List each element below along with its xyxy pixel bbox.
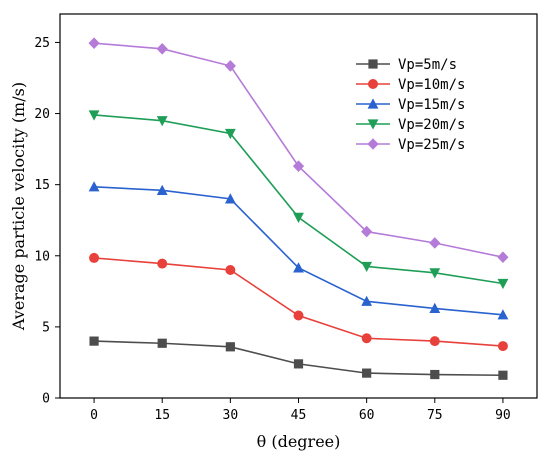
data-point — [293, 359, 304, 369]
legend-entry: Vp=25m/s — [356, 137, 465, 153]
legend-marker — [368, 79, 378, 89]
data-point — [157, 258, 168, 269]
legend-marker — [367, 98, 379, 109]
data-point — [293, 310, 304, 321]
data-point — [88, 37, 100, 49]
series-line — [94, 340, 503, 377]
data-point — [362, 368, 372, 378]
series-1 — [89, 336, 508, 380]
y-tick-label: 5 — [42, 320, 50, 335]
plot-frame — [59, 13, 538, 399]
data-point — [361, 295, 373, 306]
x-tick-label: 30 — [223, 408, 239, 423]
x-tick-label: 75 — [427, 408, 443, 423]
x-axis-title: θ (degree) — [257, 432, 341, 451]
legend-label: Vp=5m/s — [398, 57, 457, 73]
y-tick-label: 0 — [42, 392, 50, 407]
data-point — [225, 265, 236, 275]
legend-entry: Vp=5m/s — [356, 57, 457, 73]
data-point — [361, 333, 372, 344]
data-point — [88, 110, 100, 121]
x-tick-label: 0 — [90, 408, 98, 423]
data-point — [156, 116, 168, 127]
data-point — [429, 268, 441, 279]
x-tick-label: 45 — [291, 408, 307, 423]
data-point — [293, 212, 304, 223]
x-tick-label: 90 — [495, 408, 511, 423]
data-point — [224, 128, 236, 140]
data-point — [497, 278, 509, 290]
series-line — [94, 186, 504, 316]
legend-label: Vp=20m/s — [398, 117, 465, 133]
data-point — [89, 252, 100, 263]
legend-entry: Vp=15m/s — [356, 97, 465, 113]
legend-label: Vp=10m/s — [398, 77, 465, 93]
legend: Vp=5m/s Vp=10m/s Vp=15m/s Vp=20m/s Vp=25m/s — [356, 57, 465, 153]
x-tick-label: 15 — [154, 408, 170, 423]
y-tick-label: 15 — [34, 178, 50, 193]
y-tick-label: 10 — [34, 249, 50, 264]
data-point — [430, 369, 440, 380]
data-point — [429, 302, 441, 313]
x-tick-label: 60 — [359, 408, 375, 423]
legend-entry: Vp=20m/s — [356, 117, 465, 133]
legend-label: Vp=25m/s — [398, 137, 465, 153]
series-5 — [88, 37, 509, 263]
data-point — [497, 341, 508, 352]
y-tick-label: 20 — [34, 107, 50, 122]
data-point — [224, 193, 236, 204]
data-point — [497, 251, 509, 263]
legend-marker — [367, 119, 379, 130]
data-point — [88, 181, 100, 192]
data-point — [156, 184, 168, 195]
data-point — [225, 342, 235, 352]
data-point — [361, 261, 373, 273]
y-axis-title: Average particle velocity (m/s) — [9, 82, 28, 331]
legend-entry: Vp=10m/s — [356, 77, 465, 93]
series-4 — [88, 110, 509, 290]
data-point — [89, 336, 99, 346]
data-point — [429, 336, 440, 347]
data-point — [157, 338, 167, 348]
data-point — [498, 370, 508, 380]
data-point — [497, 309, 509, 320]
data-point — [293, 262, 304, 273]
series-3 — [88, 181, 509, 320]
x-axis: 0 15 30 45 60 75 90 — [90, 398, 511, 423]
data-point — [224, 60, 236, 72]
y-tick-label: 25 — [34, 36, 50, 51]
data-point — [361, 225, 373, 238]
series-layer — [88, 37, 509, 380]
series-2 — [89, 252, 508, 352]
legend-marker — [368, 59, 378, 69]
legend-marker — [367, 138, 379, 150]
data-point — [429, 237, 441, 249]
data-point — [156, 43, 168, 55]
legend-label: Vp=15m/s — [398, 97, 465, 113]
y-axis: 0 5 10 15 20 25 — [34, 36, 60, 407]
data-point — [292, 160, 305, 172]
